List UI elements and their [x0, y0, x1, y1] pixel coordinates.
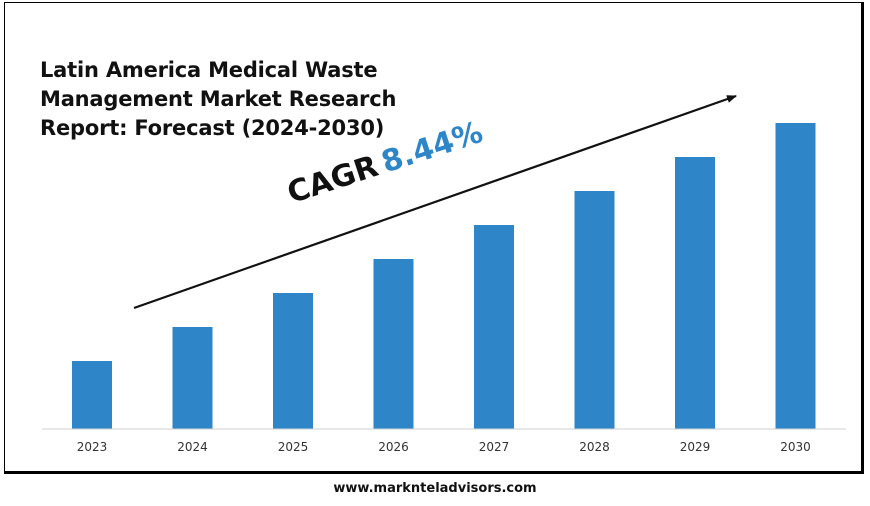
- x-tick-label-2029: 2029: [680, 440, 711, 454]
- x-tick-label-2030: 2030: [780, 440, 811, 454]
- bar-2027: [474, 225, 514, 429]
- chart-frame: [4, 2, 864, 474]
- x-tick-label-2023: 2023: [77, 440, 108, 454]
- chart-title-line-2: Management Market Research: [40, 87, 397, 111]
- bar-2023: [72, 361, 112, 429]
- footer-website: www.marknteladvisors.com: [333, 481, 537, 496]
- x-tick-label-2024: 2024: [177, 440, 208, 454]
- chart-title: Latin America Medical Waste Management M…: [40, 56, 420, 143]
- x-tick-label-2026: 2026: [378, 440, 409, 454]
- chart-title-line-3: Report: Forecast (2024-2030): [40, 116, 385, 140]
- bar-2025: [273, 293, 313, 429]
- bar-2028: [574, 191, 615, 429]
- bar-2026: [373, 259, 414, 429]
- x-tick-label-2028: 2028: [579, 440, 610, 454]
- x-tick-labels: 2023 2024 2025 2026 2027 2028 2029 2030: [77, 440, 811, 454]
- bars-group: [72, 123, 816, 429]
- bar-2030: [775, 123, 816, 429]
- bar-chart: 2023 2024 2025 2026 2027 2028 2029 2030: [42, 94, 846, 454]
- bar-2024: [172, 327, 213, 429]
- trend-arrow: [133, 94, 737, 310]
- chart-title-line-1: Latin America Medical Waste: [40, 58, 378, 82]
- bar-2029: [675, 157, 715, 429]
- x-tick-label-2025: 2025: [278, 440, 309, 454]
- x-tick-label-2027: 2027: [479, 440, 510, 454]
